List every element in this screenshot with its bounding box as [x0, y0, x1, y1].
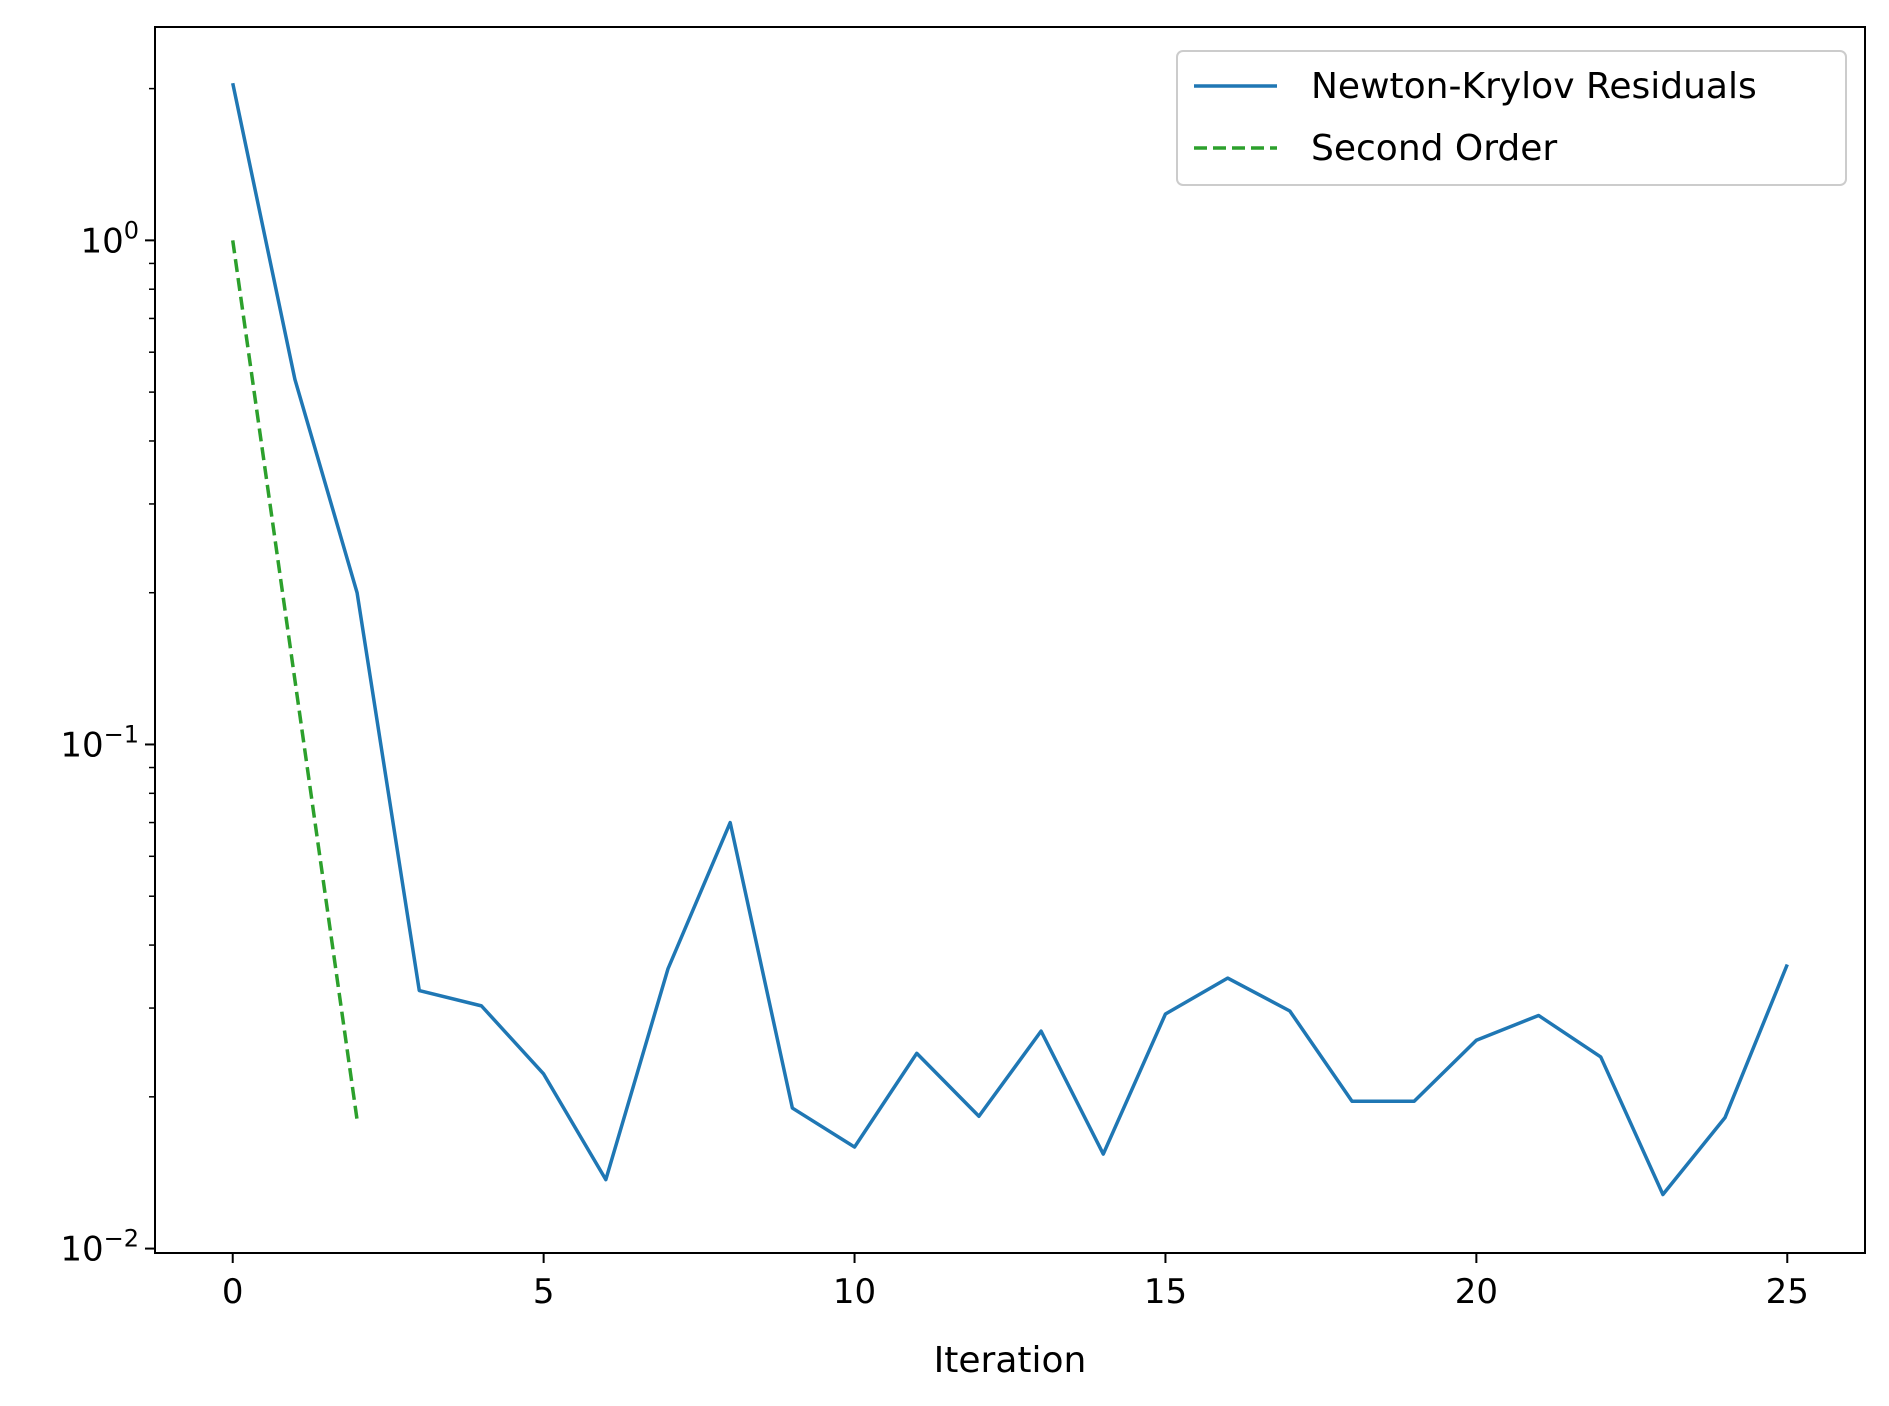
x-tick-label: 20 — [1455, 1272, 1498, 1312]
legend-box — [1176, 50, 1847, 186]
y-tick-label: 100 — [80, 216, 139, 261]
legend: Newton-Krylov Residuals Second Order — [1176, 50, 1847, 186]
y-tick-label: 10−2 — [60, 1225, 139, 1270]
x-tick-label: 5 — [533, 1272, 555, 1312]
ticks-layer: 0 5 10 15 20 25 100 10−1 10−2 — [60, 87, 1809, 1312]
y-tick-label: 10−1 — [60, 720, 139, 765]
x-tick-label: 0 — [222, 1272, 244, 1312]
series-line-1 — [231, 82, 1789, 1197]
legend-label: Second Order — [1311, 128, 1557, 169]
axes-frame — [154, 26, 1866, 1254]
x-tick-label: 10 — [833, 1272, 876, 1312]
x-axis-label: Iteration — [934, 1340, 1087, 1381]
legend-label: Newton-Krylov Residuals — [1311, 66, 1757, 107]
series-line-2 — [230, 240, 359, 1121]
series-layer — [230, 82, 1789, 1197]
x-tick-label: 15 — [1144, 1272, 1187, 1312]
x-tick-label: 25 — [1766, 1272, 1809, 1312]
